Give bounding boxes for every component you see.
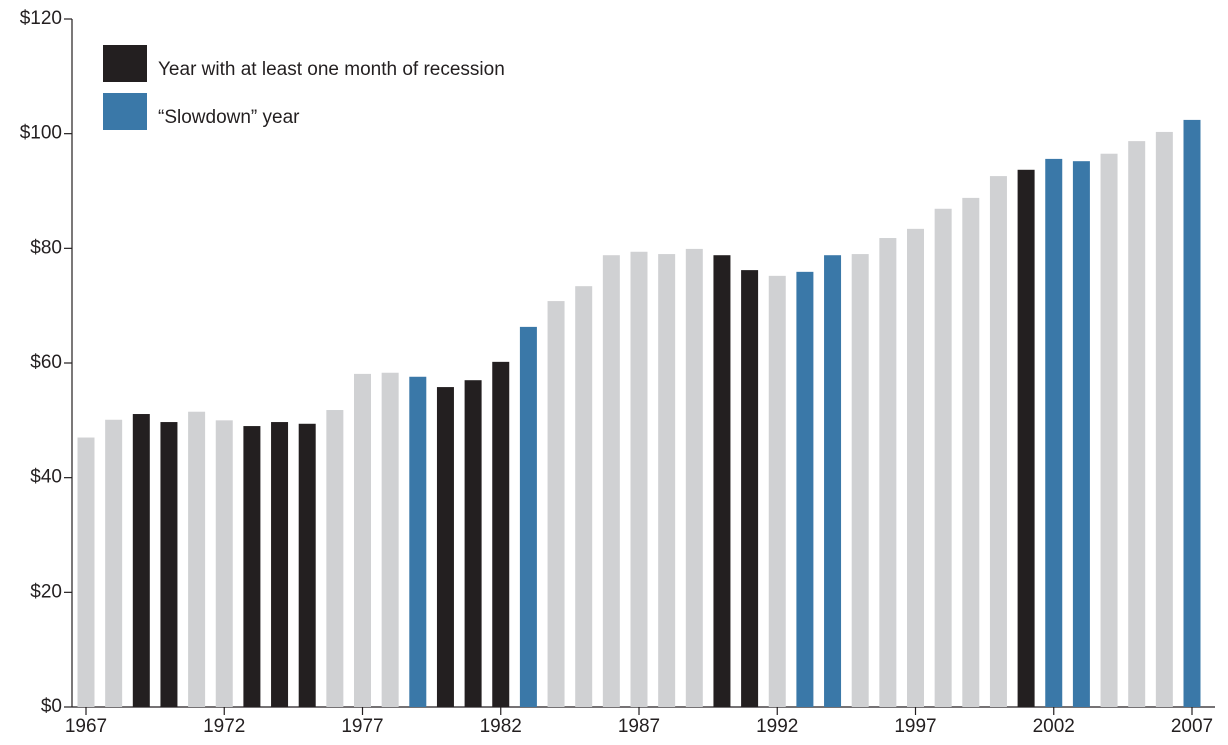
bar bbox=[436, 387, 454, 707]
legend-label: Year with at least one month of recessio… bbox=[158, 59, 505, 80]
bar bbox=[907, 228, 924, 707]
x-tick-label: 1972 bbox=[203, 716, 245, 737]
y-tick-label: $60 bbox=[30, 352, 62, 373]
bar bbox=[1072, 161, 1090, 708]
y-tick-label: $120 bbox=[20, 8, 62, 29]
x-tick-label: 2002 bbox=[1033, 716, 1075, 737]
bar bbox=[1183, 119, 1201, 707]
bar bbox=[768, 275, 786, 707]
bar bbox=[381, 372, 399, 707]
legend-swatch bbox=[103, 93, 147, 130]
bar bbox=[796, 271, 814, 707]
bar bbox=[188, 411, 206, 707]
bar bbox=[630, 251, 648, 708]
bar bbox=[243, 426, 261, 707]
legend-swatch bbox=[103, 45, 147, 82]
bar bbox=[409, 376, 427, 707]
bar bbox=[215, 420, 233, 707]
bar bbox=[547, 301, 565, 707]
bar bbox=[1017, 169, 1035, 707]
bar bbox=[354, 373, 371, 707]
bar bbox=[851, 254, 869, 708]
y-tick-label: $100 bbox=[20, 123, 62, 144]
bar bbox=[160, 422, 178, 707]
bar bbox=[602, 255, 620, 708]
bar bbox=[1155, 131, 1173, 708]
legend-label: “Slowdown” year bbox=[158, 107, 300, 128]
y-tick-label: $20 bbox=[30, 581, 62, 602]
bar bbox=[879, 238, 897, 707]
bar bbox=[77, 437, 95, 707]
x-tick-label: 1997 bbox=[894, 716, 936, 737]
x-tick-label: 1987 bbox=[618, 716, 660, 737]
bar bbox=[519, 326, 537, 707]
x-tick-label: 1982 bbox=[480, 716, 522, 737]
bar bbox=[464, 380, 482, 707]
bar bbox=[713, 255, 731, 708]
bar bbox=[1100, 153, 1118, 707]
bar bbox=[685, 248, 703, 707]
bar bbox=[492, 361, 510, 707]
y-tick-label: $40 bbox=[30, 467, 62, 488]
bar bbox=[741, 270, 759, 707]
x-tick-label: 1992 bbox=[756, 716, 798, 737]
bar bbox=[989, 176, 1007, 708]
x-tick-label: 2007 bbox=[1171, 716, 1213, 737]
bar bbox=[658, 254, 676, 708]
x-tick-label: 1967 bbox=[65, 716, 107, 737]
y-tick-label: $0 bbox=[41, 696, 62, 717]
bar bbox=[824, 255, 842, 708]
bar bbox=[934, 208, 952, 708]
bar bbox=[1045, 158, 1063, 708]
bar bbox=[326, 410, 344, 707]
bar bbox=[105, 419, 123, 707]
bar bbox=[132, 414, 150, 707]
bar bbox=[271, 422, 289, 707]
bar bbox=[575, 286, 593, 707]
y-tick-label: $80 bbox=[30, 237, 62, 258]
bar bbox=[1128, 141, 1146, 707]
bar bbox=[298, 423, 316, 707]
bar bbox=[962, 197, 980, 707]
x-tick-label: 1977 bbox=[341, 716, 383, 737]
